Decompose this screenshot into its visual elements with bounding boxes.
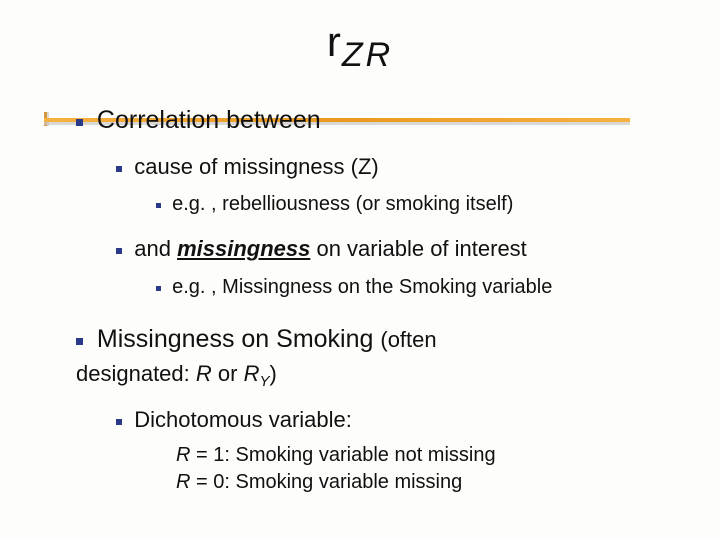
line-r1: R = 1: Smoking variable not missing <box>176 444 686 467</box>
text-or: or <box>212 361 244 386</box>
text-pre: Missingness on Smoking <box>97 325 380 353</box>
bullet-and-missingness: and missingness on variable of interest <box>116 234 686 264</box>
text-post: on variable of interest <box>310 236 526 261</box>
text: e.g. , Missingness on the Smoking variab… <box>172 276 552 298</box>
bullet-correlation: Correlation between <box>76 104 686 138</box>
bullet-icon <box>116 166 122 172</box>
bullet-missingness-smoking: Missingness on Smoking (often designated… <box>76 323 686 391</box>
r0-text: = 0: Smoking variable missing <box>190 471 462 493</box>
line-r0: R = 0: Smoking variable missing <box>176 471 686 494</box>
text-R2: R <box>244 361 260 386</box>
text-Ysub: Y <box>259 373 269 390</box>
bullet-cause: cause of missingness (Z) <box>116 152 686 182</box>
bullet-cause-eg: e.g. , rebelliousness (or smoking itself… <box>156 191 686 218</box>
text-close: ) <box>269 361 276 386</box>
bullet-dichotomous: Dichotomous variable: <box>116 405 686 435</box>
slide-title: rZR <box>0 18 720 66</box>
text: cause of missingness (Z) <box>134 154 379 179</box>
bullet-icon <box>156 203 161 208</box>
text-pre: and <box>134 236 177 261</box>
bullet-icon <box>116 419 122 425</box>
title-sub: ZR <box>342 36 393 74</box>
r1-text: = 1: Smoking variable not missing <box>190 444 495 466</box>
text: e.g. , rebelliousness (or smoking itself… <box>172 193 513 215</box>
text-emph: missingness <box>177 236 310 261</box>
text-R: R <box>196 361 212 386</box>
bullet-icon <box>156 286 161 291</box>
text: Dichotomous variable: <box>134 407 352 432</box>
text-often: (often <box>380 327 436 352</box>
title-r: r <box>327 18 342 65</box>
bullet-and-eg: e.g. , Missingness on the Smoking variab… <box>156 274 686 301</box>
text: Correlation between <box>97 106 321 134</box>
bullet-icon <box>116 248 122 254</box>
r-symbol: R <box>176 444 190 466</box>
content-area: Correlation between cause of missingness… <box>76 104 686 498</box>
text-designated: designated: <box>76 361 196 386</box>
r-symbol: R <box>176 471 190 493</box>
bullet-icon <box>76 338 83 345</box>
bullet-icon <box>76 119 83 126</box>
